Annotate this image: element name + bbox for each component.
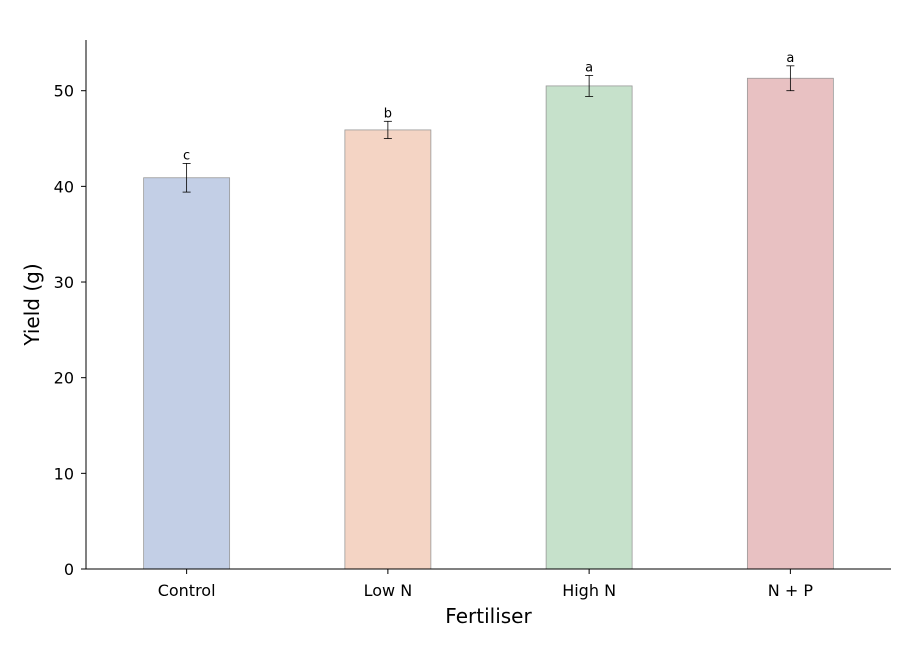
x-tick-label: Low N	[364, 581, 413, 600]
bar-high-n	[545, 85, 633, 570]
bars-layer	[143, 77, 834, 570]
error-bars-layer	[182, 65, 795, 193]
significance-label: c	[183, 148, 190, 163]
y-tick-label: 0	[64, 560, 74, 579]
x-tick-label: High N	[562, 581, 616, 600]
error-bar	[585, 74, 594, 97]
y-tick-label: 50	[54, 82, 74, 101]
error-bar	[786, 65, 795, 92]
bar-n-p	[746, 77, 834, 570]
y-axis-ticks: 0 10 20 30 40 50	[54, 82, 86, 579]
y-tick-label: 10	[54, 464, 74, 483]
significance-labels-layer: c b a a	[183, 51, 794, 164]
significance-label: b	[384, 106, 392, 121]
significance-label: a	[585, 60, 593, 75]
bar-control	[143, 177, 231, 570]
y-axis-label: Yield (g)	[20, 263, 44, 346]
x-axis-ticks: Control Low N High N N + P	[158, 569, 814, 600]
y-tick-label: 40	[54, 177, 74, 196]
error-bar	[182, 163, 191, 193]
x-tick-label: N + P	[768, 581, 814, 600]
y-tick-label: 30	[54, 273, 74, 292]
significance-label: a	[786, 51, 794, 66]
x-tick-label: Control	[158, 581, 216, 600]
y-tick-label: 20	[54, 369, 74, 388]
error-bar	[383, 120, 392, 139]
bar-low-n	[344, 129, 432, 570]
x-axis-label: Fertiliser	[445, 604, 532, 628]
